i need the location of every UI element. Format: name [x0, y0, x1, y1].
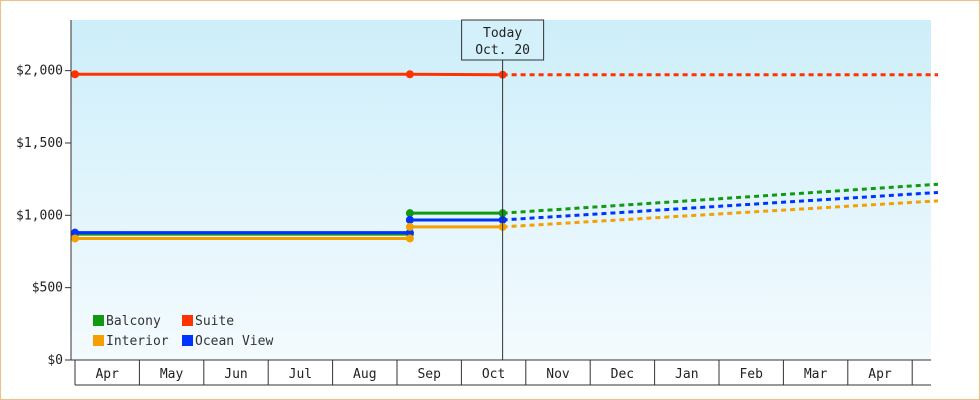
legend-label-interior: Interior [106, 334, 169, 349]
today-callout-title: Today [483, 26, 522, 41]
month-label: Apr [95, 367, 119, 382]
data-point-suite [71, 70, 79, 79]
series-projection-interior [502, 199, 939, 229]
data-point-interior [71, 234, 79, 243]
today-callout-box [461, 19, 545, 61]
data-point-interior [405, 222, 414, 231]
data-point-interior [405, 234, 414, 243]
y-tick-label: $0 [47, 353, 63, 368]
data-point-suite [405, 70, 414, 79]
month-label: Nov [546, 367, 570, 382]
month-label: Oct [482, 367, 505, 382]
month-label: May [160, 367, 184, 382]
data-point-ocean-view [71, 228, 79, 237]
y-tick-label: $1,000 [16, 208, 63, 223]
data-point-ocean-view [405, 228, 414, 237]
month-label: Apr [868, 367, 892, 382]
y-tick-label: $1,500 [16, 136, 63, 151]
month-label: Mar [804, 367, 828, 382]
legend-label-ocean-view: Ocean View [195, 334, 273, 349]
month-label: Feb [739, 367, 763, 382]
y-tick-label: $2,000 [16, 64, 63, 79]
month-label: Dec [611, 367, 634, 382]
y-tick-label: $500 [32, 281, 63, 296]
legend-label-suite: Suite [195, 314, 234, 329]
month-label: Sep [417, 367, 441, 382]
plot-background [71, 20, 931, 360]
month-label: Jan [675, 367, 698, 382]
series-projection-balcony [502, 182, 939, 215]
legend-swatch-balcony [93, 315, 104, 326]
legend-swatch-suite [182, 315, 193, 326]
legend-swatch-ocean-view [182, 335, 193, 346]
today-callout-date: Oct. 20 [475, 43, 530, 58]
series-projection-ocean-view [502, 190, 939, 222]
month-label: Aug [353, 367, 376, 382]
data-point-balcony [405, 209, 414, 218]
month-label: Jul [289, 367, 312, 382]
data-point-ocean-view [405, 215, 414, 224]
legend-swatch-interior [93, 335, 104, 346]
legend-label-balcony: Balcony [106, 314, 161, 329]
month-label: Jun [224, 367, 247, 382]
